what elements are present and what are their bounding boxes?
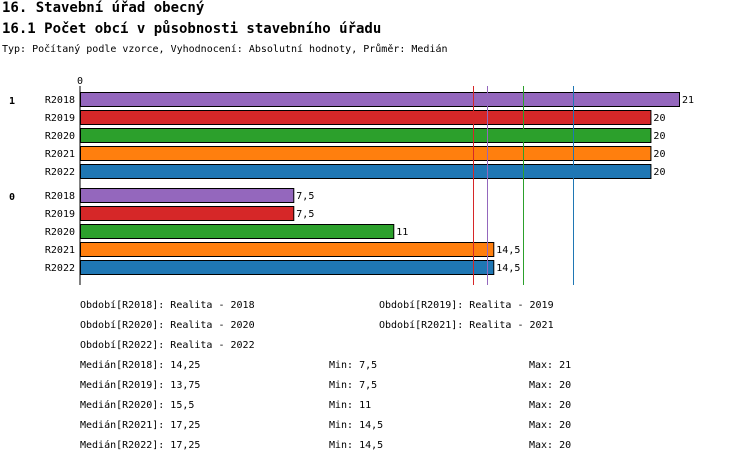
- chart-title: 16.1 Počet obcí v působnosti stavebního …: [2, 21, 382, 37]
- category-label-0-R2021: R2021: [45, 245, 75, 256]
- period-legend-r2020: Období[R2020]: Realita - 2020: [80, 320, 255, 331]
- group-label-0: 0: [9, 192, 15, 203]
- bar-0-R2020: [80, 224, 395, 239]
- category-label-0-R2022: R2022: [45, 263, 75, 274]
- value-label-0-R2020: 11: [396, 227, 408, 238]
- category-label-0-R2018: R2018: [45, 191, 75, 202]
- category-label-1-R2018: R2018: [45, 95, 75, 106]
- median-r2021: Medián[R2021]: 17,25: [80, 420, 201, 431]
- bar-0-R2021: [80, 242, 495, 257]
- category-label-1-R2020: R2020: [45, 131, 75, 142]
- period-legend-r2021: Období[R2021]: Realita - 2021: [379, 320, 554, 331]
- value-label-1-R2022: 20: [653, 167, 665, 178]
- median-r2019: Medián[R2019]: 13,75: [80, 380, 201, 391]
- period-legend-r2019: Období[R2019]: Realita - 2019: [379, 300, 554, 311]
- category-label-1-R2019: R2019: [45, 113, 75, 124]
- min-r2019: Min: 7,5: [329, 380, 378, 391]
- value-label-0-R2021: 14,5: [496, 245, 520, 256]
- median-r2020: Medián[R2020]: 15,5: [80, 400, 195, 411]
- bar-1-R2019: [80, 110, 652, 125]
- value-label-1-R2021: 20: [653, 149, 665, 160]
- max-r2021: Max: 20: [529, 420, 572, 431]
- bar-0-R2019: [80, 206, 295, 221]
- bar-1-R2021: [80, 146, 652, 161]
- median-r2022: Medián[R2022]: 17,25: [80, 440, 201, 451]
- min-r2022: Min: 14,5: [329, 440, 384, 451]
- value-label-0-R2019: 7,5: [296, 209, 314, 220]
- value-label-1-R2019: 20: [653, 113, 665, 124]
- max-r2018: Max: 21: [529, 360, 572, 371]
- bar-0-R2018: [80, 188, 295, 203]
- category-label-0-R2020: R2020: [45, 227, 75, 238]
- bar-1-R2022: [80, 164, 652, 179]
- value-label-1-R2018: 21: [682, 95, 694, 106]
- chart-meta-line: Typ: Počítaný podle vzorce, Vyhodnocení:…: [2, 44, 448, 55]
- max-r2019: Max: 20: [529, 380, 572, 391]
- min-r2018: Min: 7,5: [329, 360, 378, 371]
- median-r2018: Medián[R2018]: 14,25: [80, 360, 201, 371]
- max-r2022: Max: 20: [529, 440, 572, 451]
- group-label-1: 1: [9, 96, 15, 107]
- category-label-1-R2022: R2022: [45, 167, 75, 178]
- value-label-1-R2020: 20: [653, 131, 665, 142]
- period-legend-r2022: Období[R2022]: Realita - 2022: [80, 340, 255, 351]
- page-title: 16. Stavební úřad obecný: [2, 0, 205, 16]
- category-label-0-R2019: R2019: [45, 209, 75, 220]
- value-label-0-R2022: 14,5: [496, 263, 520, 274]
- period-legend-r2018: Období[R2018]: Realita - 2018: [80, 300, 255, 311]
- min-r2021: Min: 14,5: [329, 420, 384, 431]
- category-label-1-R2021: R2021: [45, 149, 75, 160]
- min-r2020: Min: 11: [329, 400, 372, 411]
- bar-0-R2022: [80, 260, 495, 275]
- axis-zero-label: 0: [77, 76, 83, 87]
- bar-1-R2018: [80, 92, 680, 107]
- value-label-0-R2018: 7,5: [296, 191, 314, 202]
- max-r2020: Max: 20: [529, 400, 572, 411]
- bar-1-R2020: [80, 128, 652, 143]
